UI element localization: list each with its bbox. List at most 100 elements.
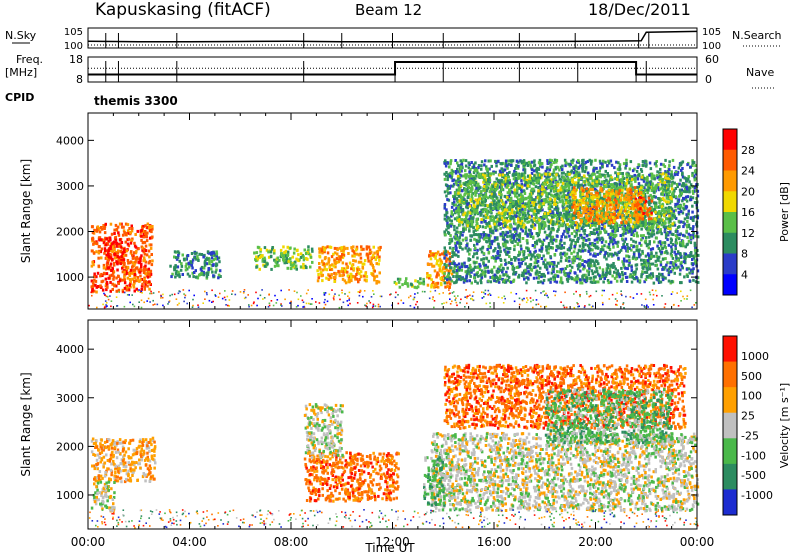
data-cell-7 bbox=[549, 238, 553, 242]
data-cell-7 bbox=[522, 252, 526, 255]
data-cell-1 bbox=[107, 239, 110, 243]
data-cell-7 bbox=[443, 272, 446, 276]
data-cell-7 bbox=[668, 265, 672, 269]
data-cell-0 bbox=[149, 246, 153, 250]
data-cell-7 bbox=[690, 236, 693, 240]
data-cell-3 bbox=[280, 252, 283, 256]
data-cell-7 bbox=[616, 273, 619, 277]
data-cell-7 bbox=[556, 274, 560, 278]
data-cell-8 bbox=[565, 189, 569, 193]
data-cell-3 bbox=[309, 255, 313, 259]
data-cell-7 bbox=[453, 208, 456, 212]
data-cell-7 bbox=[630, 269, 634, 273]
data-cell-4 bbox=[341, 261, 345, 265]
data-cell-0 bbox=[128, 274, 132, 278]
data-cell-7 bbox=[521, 237, 525, 240]
data-cell-0 bbox=[135, 287, 138, 291]
data-cell-7 bbox=[682, 189, 685, 193]
data-cell-3 bbox=[263, 246, 267, 250]
data-cell-7 bbox=[524, 225, 527, 229]
data-cell-7 bbox=[651, 272, 654, 276]
data-cell-7 bbox=[447, 272, 450, 276]
data-cell-0 bbox=[114, 223, 118, 227]
data-cell-7 bbox=[553, 158, 557, 162]
data-cell-7 bbox=[463, 261, 466, 265]
data-cell-7 bbox=[443, 213, 447, 217]
data-cell-7 bbox=[626, 224, 630, 228]
data-cell-7 bbox=[594, 252, 597, 256]
data-cell-4 bbox=[333, 251, 337, 255]
data-cell-7 bbox=[582, 229, 585, 233]
data-cell-7 bbox=[443, 217, 447, 221]
data-cell-1 bbox=[108, 255, 111, 259]
data-cell-7 bbox=[533, 255, 537, 259]
data-cell-7 bbox=[643, 280, 646, 284]
data-cell-7 bbox=[464, 265, 467, 269]
data-cell-7 bbox=[691, 227, 695, 231]
data-cell-5 bbox=[414, 279, 417, 283]
data-cell-8 bbox=[554, 202, 557, 206]
data-cell-7 bbox=[670, 279, 674, 283]
data-cell-7 bbox=[556, 245, 560, 249]
data-cell-7 bbox=[644, 159, 647, 163]
data-cell-7 bbox=[502, 279, 505, 283]
data-cell-6 bbox=[430, 285, 433, 289]
data-cell-0 bbox=[109, 289, 112, 293]
data-cell-7 bbox=[600, 226, 604, 230]
data-cell-7 bbox=[470, 234, 474, 238]
data-cell-7 bbox=[605, 269, 609, 273]
data-cell-7 bbox=[607, 159, 610, 163]
data-cell-0 bbox=[111, 288, 114, 291]
data-cell-7 bbox=[636, 279, 640, 283]
data-cell-7 bbox=[473, 237, 476, 241]
data-cell-7 bbox=[680, 168, 683, 172]
data-cell-7 bbox=[515, 164, 518, 168]
data-cell-0 bbox=[97, 256, 100, 260]
data-cell-7 bbox=[524, 202, 527, 206]
data-cell-7 bbox=[676, 258, 680, 262]
data-cell-7 bbox=[473, 273, 476, 277]
data-cell-5 bbox=[406, 282, 409, 286]
data-cell-7 bbox=[522, 253, 525, 257]
data-cell-7 bbox=[503, 233, 507, 237]
data-cell-7 bbox=[573, 246, 577, 250]
data-cell-3 bbox=[258, 267, 261, 271]
data-cell-0 bbox=[95, 240, 98, 244]
data-cell-7 bbox=[637, 163, 640, 167]
data-cell-7 bbox=[556, 180, 559, 184]
data-cell-4 bbox=[363, 278, 367, 282]
data-cell-7 bbox=[686, 220, 689, 223]
data-cell-7 bbox=[548, 264, 552, 268]
data-cell-2 bbox=[215, 254, 218, 258]
data-cell-7 bbox=[540, 200, 543, 204]
data-cell-3 bbox=[270, 267, 273, 271]
data-cell-7 bbox=[696, 235, 700, 239]
data-cell-7 bbox=[466, 203, 470, 207]
data-cell-7 bbox=[539, 216, 543, 219]
data-cell-0 bbox=[139, 259, 142, 263]
data-cell-3 bbox=[276, 256, 279, 260]
data-cell-7 bbox=[607, 254, 610, 258]
data-cell-7 bbox=[481, 208, 485, 212]
data-cell-7 bbox=[517, 193, 521, 197]
data-cell-7 bbox=[675, 228, 678, 232]
data-cell-7 bbox=[625, 254, 628, 258]
data-cell-7 bbox=[482, 195, 485, 199]
data-cell-7 bbox=[595, 266, 598, 270]
data-cell-7 bbox=[561, 164, 564, 168]
data-cell-7 bbox=[483, 172, 487, 176]
data-cell-7 bbox=[632, 239, 635, 243]
data-cell-7 bbox=[500, 222, 503, 226]
data-cell-7 bbox=[451, 255, 454, 258]
data-cell-7 bbox=[469, 274, 472, 278]
data-cell-2 bbox=[200, 253, 204, 256]
data-cell-7 bbox=[445, 194, 448, 198]
data-cell-7 bbox=[504, 244, 507, 248]
data-cell-0 bbox=[95, 229, 99, 232]
data-cell-7 bbox=[598, 277, 602, 281]
data-cell-7 bbox=[689, 165, 692, 169]
data-cell-3 bbox=[302, 266, 305, 270]
data-cell-7 bbox=[673, 173, 677, 177]
data-cell-7 bbox=[457, 254, 460, 258]
